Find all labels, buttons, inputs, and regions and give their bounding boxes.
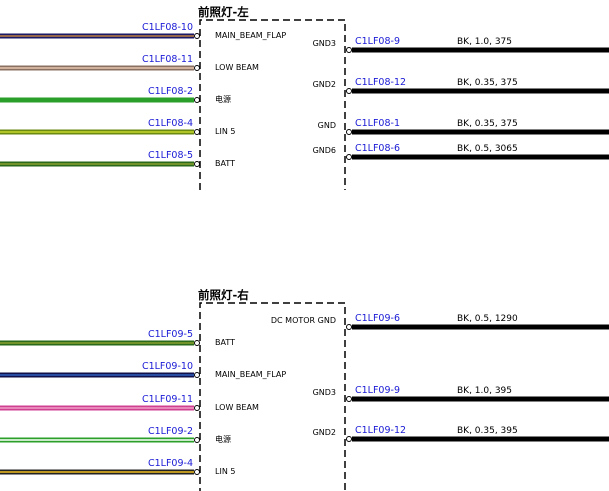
pin-terminal [346,154,352,160]
pin-label: 电源 [215,94,231,104]
connector-title: 前照灯-右 [198,288,249,302]
pin-terminal [194,340,200,346]
pin-label: LOW BEAM [215,63,259,72]
connector-box [199,302,346,491]
pin-label: LIN 5 [215,467,235,476]
pin-terminal [194,469,200,475]
pin-label: GND6 [313,146,336,155]
pin-terminal [346,396,352,402]
connector-title: 前照灯-左 [198,5,249,19]
wire-id: C1LF09-11 [142,394,193,405]
pin-label: LOW BEAM [215,403,259,412]
pin-terminal [194,33,200,39]
pin-terminal [194,405,200,411]
pin-terminal [346,47,352,53]
pin-terminal [194,129,200,135]
pin-label: GND2 [313,80,336,89]
pin-label: GND3 [313,388,336,397]
wire-spec: BK, 0.5, 3065 [457,144,518,154]
pin-terminal [194,161,200,167]
pin-label: BATT [215,338,235,347]
wire-id: C1LF08-6 [355,143,400,154]
wire-spec: BK, 0.35, 395 [457,426,518,436]
wire-id: C1LF08-10 [142,22,193,33]
wire-id: C1LF09-4 [148,458,193,469]
pin-label: GND2 [313,428,336,437]
wire-id: C1LF09-5 [148,329,193,340]
wire-spec: BK, 0.35, 375 [457,78,518,88]
wire-id: C1LF08-9 [355,36,400,47]
pin-terminal [346,129,352,135]
wire-spec: BK, 1.0, 395 [457,386,512,396]
wire-spec: BK, 0.35, 375 [457,119,518,129]
wire-id: C1LF09-10 [142,361,193,372]
pin-label: 电源 [215,434,231,444]
pin-terminal [194,97,200,103]
wire-id: C1LF08-5 [148,150,193,161]
wire-spec: BK, 1.0, 375 [457,37,512,47]
pin-terminal [346,436,352,442]
wire-id: C1LF08-4 [148,118,193,129]
pin-label: MAIN_BEAM_FLAP [215,31,286,40]
wire-id: C1LF09-9 [355,385,400,396]
pin-label: GND [318,121,336,130]
wire-id: C1LF08-11 [142,54,193,65]
wire-id: C1LF08-1 [355,118,400,129]
connector-box [199,19,346,190]
wire-id: C1LF09-2 [148,426,193,437]
wire-id: C1LF09-6 [355,313,400,324]
wire-spec: BK, 0.5, 1290 [457,314,518,324]
pin-label: GND3 [313,39,336,48]
pin-terminal [346,324,352,330]
pin-label: LIN 5 [215,127,235,136]
pin-label: DC MOTOR GND [271,316,336,325]
wire-id: C1LF08-2 [148,86,193,97]
pin-terminal [346,88,352,94]
wire-id: C1LF08-12 [355,77,406,88]
pin-label: BATT [215,159,235,168]
pin-terminal [194,372,200,378]
pin-terminal [194,65,200,71]
wire-id: C1LF09-12 [355,425,406,436]
pin-terminal [194,437,200,443]
pin-label: MAIN_BEAM_FLAP [215,370,286,379]
